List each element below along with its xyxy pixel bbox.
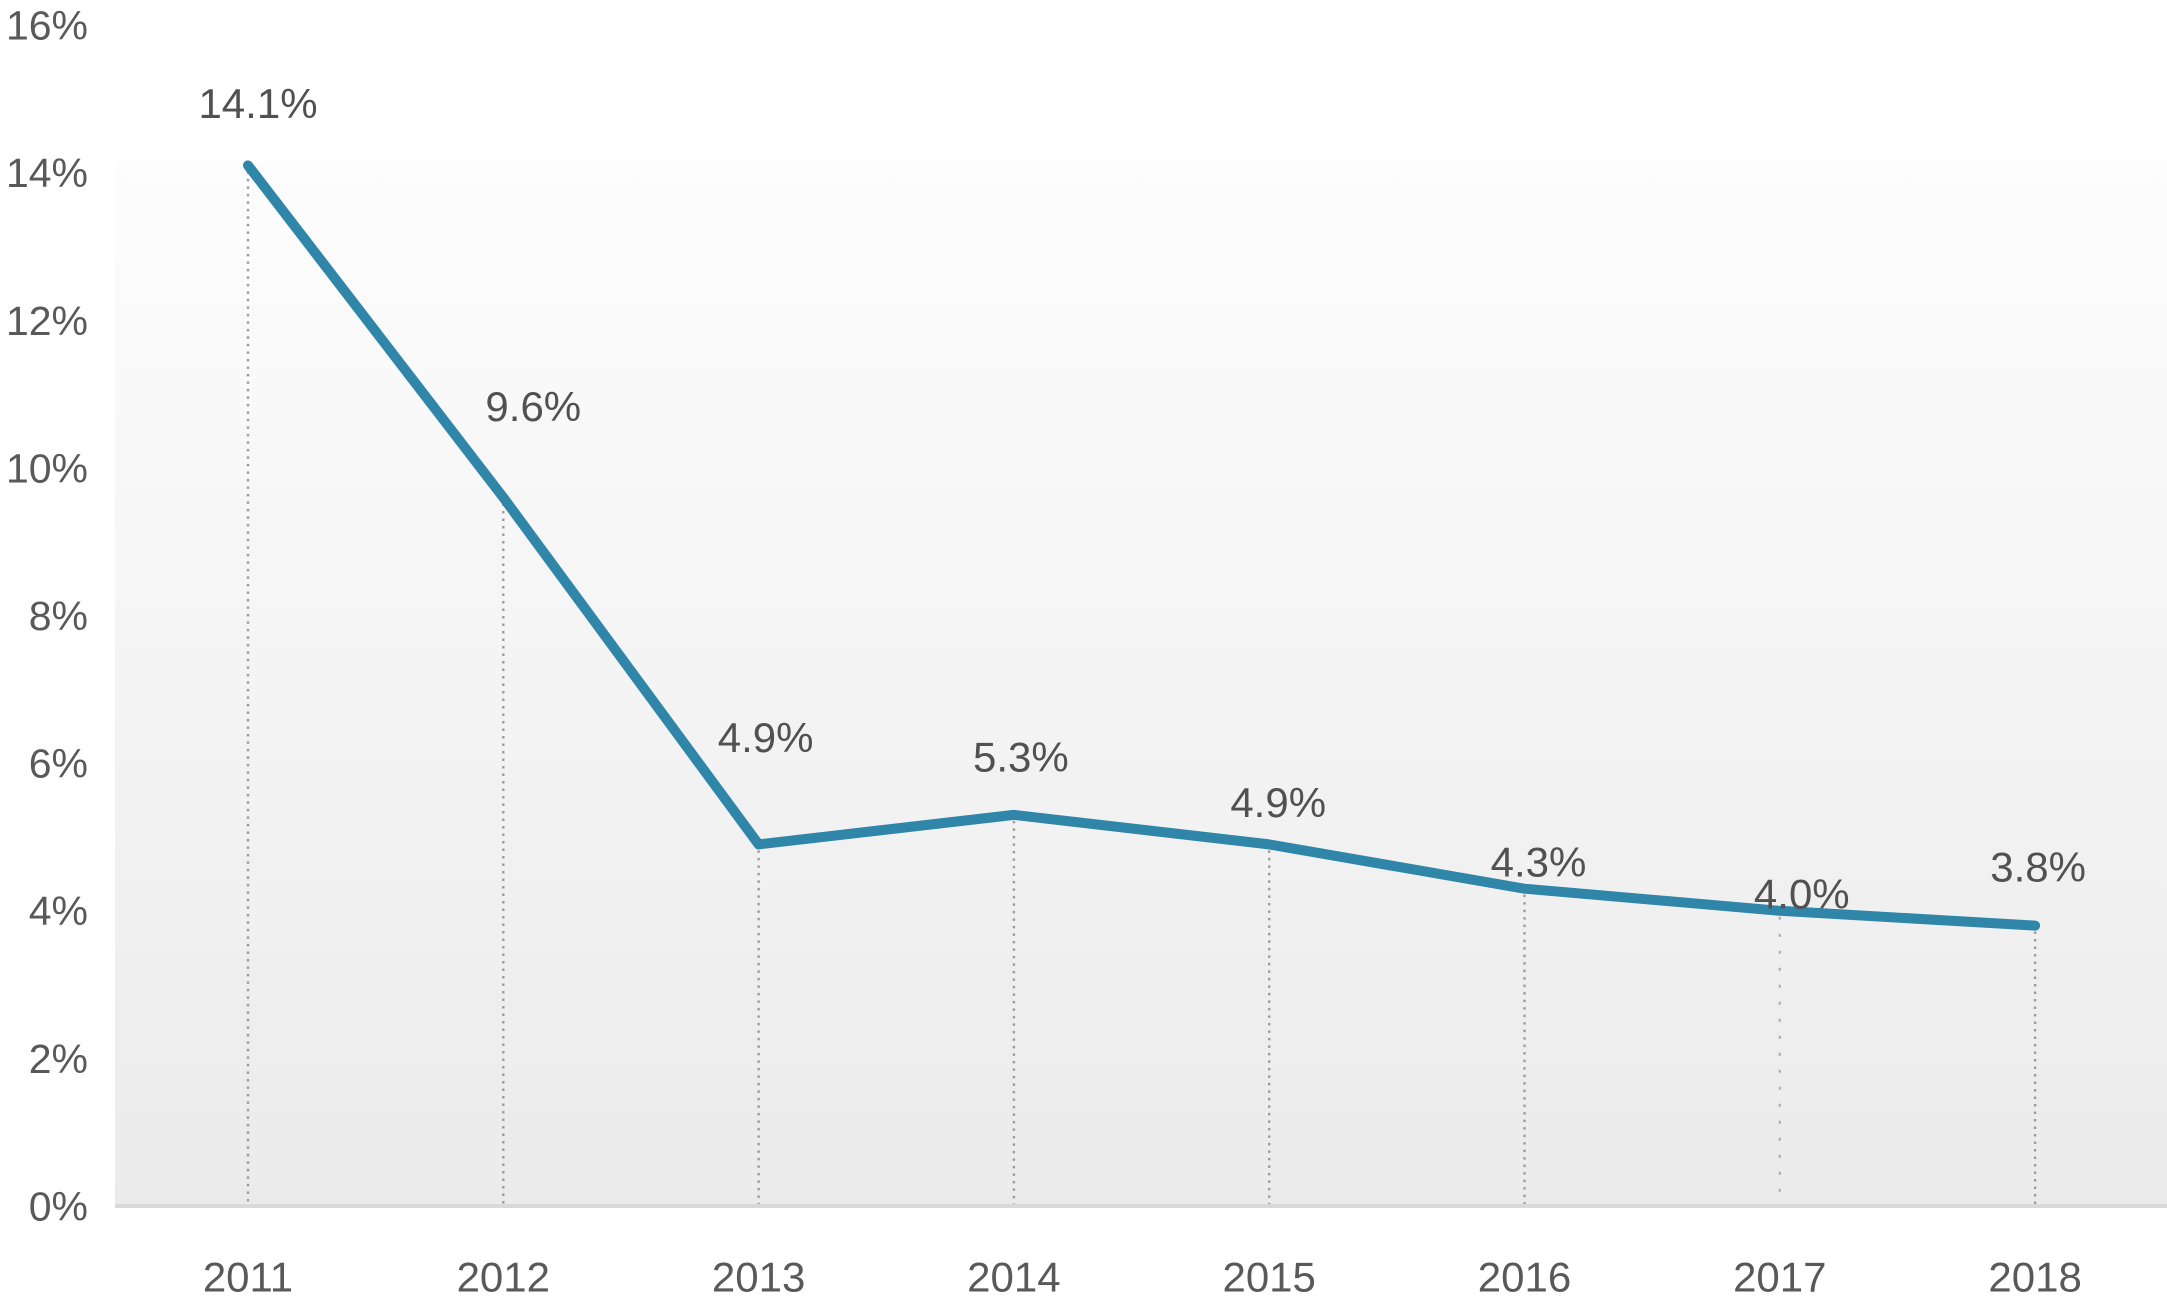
data-point-label: 4.0% — [1754, 871, 1850, 918]
data-point-label: 14.1% — [198, 80, 317, 127]
y-axis-tick-label: 12% — [6, 298, 88, 344]
x-axis-line — [115, 1204, 2167, 1208]
x-axis-label: 2016 — [1478, 1254, 1571, 1300]
x-axis-label: 2015 — [1222, 1254, 1315, 1300]
data-point-label: 3.8% — [1990, 843, 2086, 890]
y-axis-tick-label: 2% — [29, 1036, 88, 1082]
data-point-label: 4.3% — [1491, 838, 1587, 885]
x-axis-label: 2011 — [203, 1254, 293, 1300]
y-axis-tick-label: 10% — [6, 445, 88, 491]
y-axis-tick-label: 16% — [6, 3, 88, 49]
data-point-label: 4.9% — [718, 714, 814, 761]
data-point-label: 9.6% — [485, 383, 581, 430]
y-axis-tick-label: 0% — [29, 1183, 88, 1229]
x-axis-label: 2012 — [457, 1254, 550, 1300]
data-point-label: 4.9% — [1230, 779, 1326, 826]
y-axis-tick-label: 8% — [29, 593, 88, 639]
plot-background — [115, 162, 2167, 1206]
x-axis-label: 2017 — [1733, 1254, 1826, 1300]
x-axis-label: 2013 — [712, 1254, 805, 1300]
data-line — [243, 160, 2041, 931]
y-axis-tick-label: 14% — [6, 150, 88, 196]
x-axis-label: 2018 — [1988, 1254, 2081, 1300]
x-axis-label: 2014 — [967, 1254, 1060, 1300]
data-point-label: 5.3% — [973, 734, 1069, 781]
y-axis-tick-label: 4% — [29, 888, 88, 934]
y-axis-tick-label: 6% — [29, 741, 88, 787]
